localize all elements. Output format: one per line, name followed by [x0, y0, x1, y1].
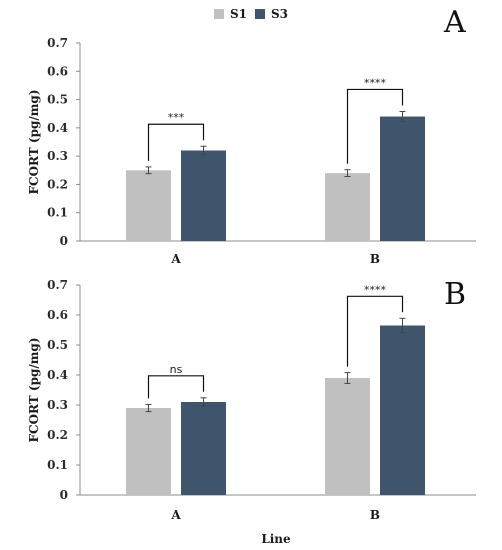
y-axis-title: FCORT (pg/mg)	[27, 338, 41, 443]
legend: S1 S3	[214, 7, 288, 21]
y-tick-label: 0.2	[47, 177, 68, 191]
significance-bracket	[346, 295, 404, 367]
significance-label: ***	[168, 111, 185, 124]
y-tick-label: 0.4	[47, 368, 68, 382]
bar-s1-b	[325, 378, 370, 495]
x-axis-title: Line	[261, 532, 291, 546]
significance-bracket	[147, 123, 205, 161]
y-tick-label: 0	[60, 488, 68, 502]
bar-s1-a	[126, 408, 171, 495]
significance-label: ns	[170, 363, 183, 376]
y-tick-label: 0.5	[47, 338, 68, 352]
significance-label: ****	[364, 283, 387, 296]
bar-s3-a	[181, 150, 226, 241]
legend-label-s1: S1	[230, 7, 247, 21]
y-tick-label: 0.7	[47, 278, 68, 292]
panel-letter: B	[444, 277, 466, 312]
y-tick-label: 0.7	[47, 36, 68, 50]
y-tick-label: 0.3	[47, 398, 68, 412]
y-axis-title: FCORT (pg/mg)	[27, 90, 41, 195]
y-tick-label: 0.6	[47, 308, 68, 322]
y-tick-label: 0	[60, 234, 68, 248]
bar-s1-a	[126, 170, 171, 241]
x-category-label: A	[170, 252, 181, 266]
bar-s3-b	[380, 325, 425, 495]
y-tick-label: 0.1	[47, 458, 68, 472]
x-category-label: B	[370, 252, 380, 266]
panel-b-chart: 0 0.1 0.2 0.3 0.4 0.5 0.6 0.7 FCORT (pg/mg) Bns A *…	[27, 277, 476, 522]
bar-s3-b	[380, 116, 425, 241]
x-category-label: B	[370, 508, 380, 522]
panel-letter: A	[443, 5, 466, 40]
significance-label: ****	[364, 76, 387, 89]
significance-bracket	[147, 375, 205, 399]
x-category-label: A	[170, 508, 181, 522]
legend-swatch-s3	[255, 9, 265, 19]
legend-swatch-s1	[214, 9, 224, 19]
panel-a-chart: 0 0.1 0.2 0.3 0.4 0.5 0.6 0.7 FCORT (pg/mg) A *** A…	[27, 5, 476, 266]
legend-label-s3: S3	[271, 7, 288, 21]
y-tick-label: 0.6	[47, 64, 68, 78]
y-tick-label: 0.3	[47, 149, 68, 163]
y-tick-label: 0.4	[47, 121, 68, 135]
bar-s1-b	[325, 173, 370, 241]
bar-s3-a	[181, 402, 226, 495]
y-tick-label: 0.2	[47, 428, 68, 442]
y-tick-label: 0.1	[47, 206, 68, 220]
y-tick-label: 0.5	[47, 93, 68, 107]
significance-bracket	[346, 88, 404, 164]
